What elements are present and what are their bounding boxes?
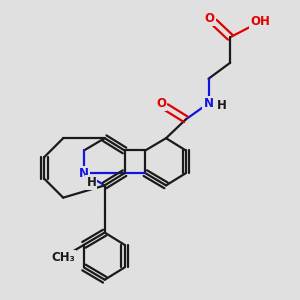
Text: N: N	[203, 97, 214, 110]
Text: CH₃: CH₃	[51, 250, 75, 264]
Text: OH: OH	[250, 15, 270, 28]
Text: N: N	[79, 167, 89, 180]
Text: O: O	[204, 12, 214, 25]
Text: H: H	[87, 176, 96, 189]
Text: H: H	[217, 99, 226, 112]
Text: O: O	[156, 97, 166, 110]
